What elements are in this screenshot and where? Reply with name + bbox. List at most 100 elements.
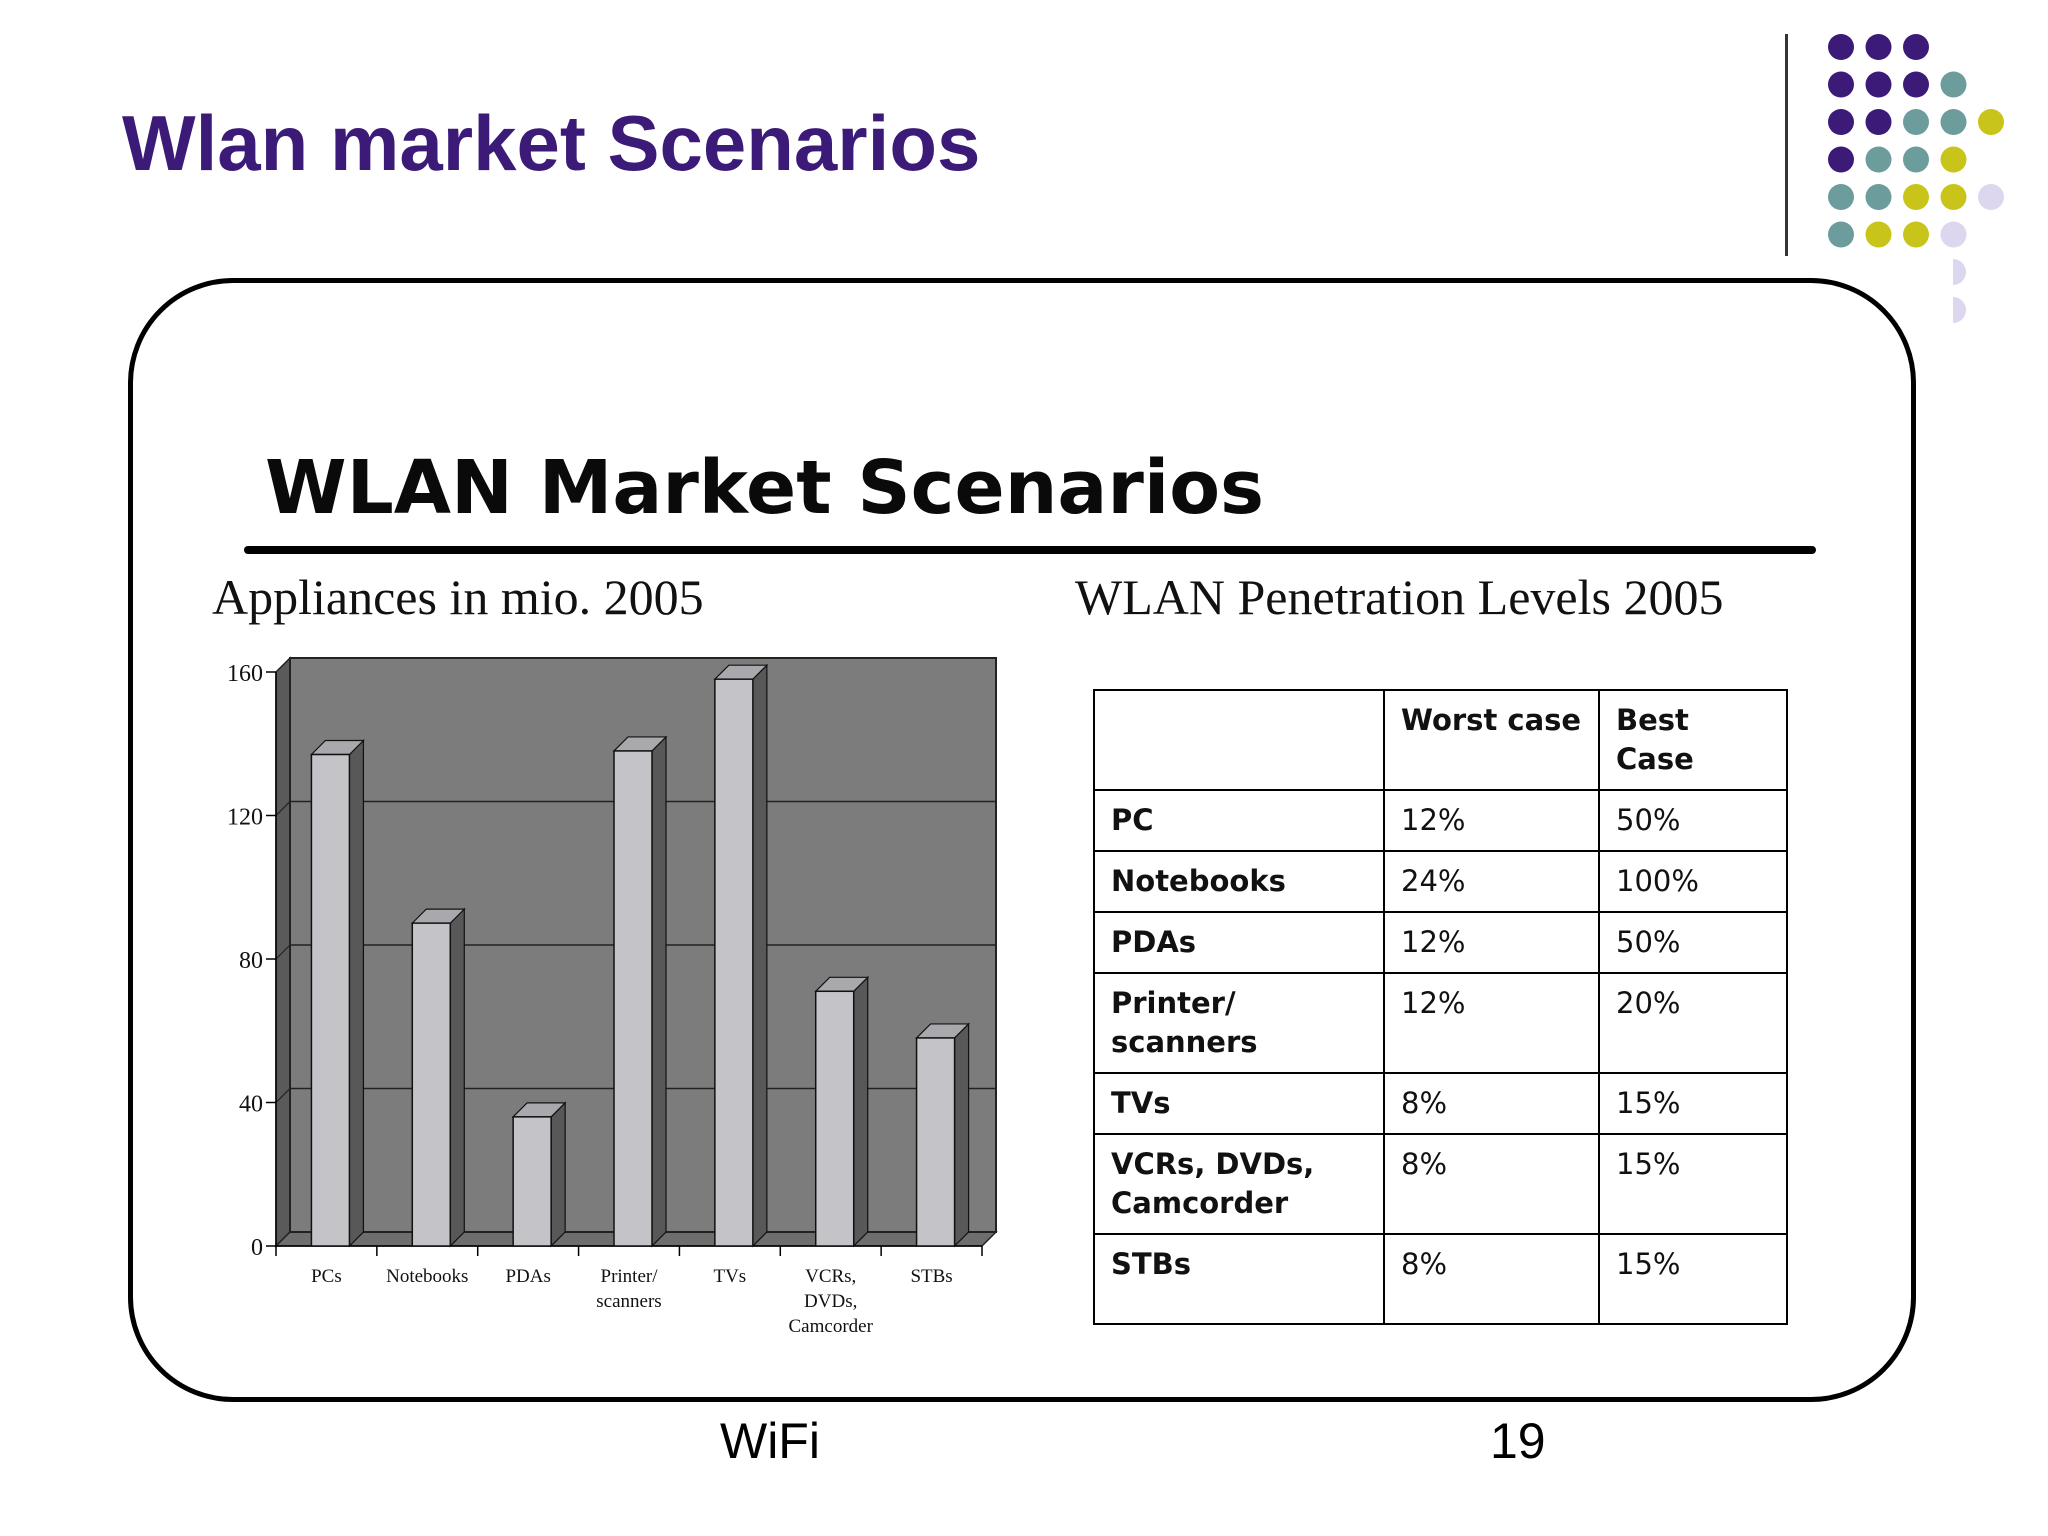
row-label: PDAs	[1093, 911, 1385, 974]
row-label: Notebooks	[1093, 850, 1385, 913]
decorative-dot	[1940, 221, 1967, 248]
decorative-dot	[1865, 109, 1892, 135]
table-cell: 20%	[1598, 972, 1788, 1074]
table-cell: 100%	[1598, 850, 1788, 913]
table-row: VCRs, DVDs, Camcorder 8% 15%	[1093, 1133, 1788, 1235]
decorative-dot	[1865, 34, 1892, 60]
bar	[310, 753, 351, 1247]
bar	[714, 678, 754, 1247]
table-cell: 15%	[1598, 1072, 1788, 1135]
figure-heading: WLAN Market Scenarios	[265, 445, 1265, 531]
bar-side	[953, 1022, 970, 1248]
y-tick-label: 160	[227, 661, 263, 687]
decorative-dot	[1828, 34, 1854, 60]
bar-side	[550, 1101, 566, 1248]
table-cell: 50%	[1598, 789, 1788, 852]
table-cell: 8%	[1383, 1133, 1600, 1235]
bar-side	[853, 975, 869, 1248]
table-row: Printer/scanners 12% 20%	[1093, 972, 1788, 1074]
decorative-dot	[1865, 71, 1892, 98]
x-tick-label: Printer/scanners	[596, 1266, 661, 1312]
row-label: STBs	[1093, 1233, 1385, 1325]
chart-subtitle: Appliances in mio. 2005	[212, 569, 704, 625]
table-header-row: Worst case Best Case	[1093, 689, 1788, 791]
row-label: Printer/scanners	[1093, 972, 1385, 1074]
decorative-half-dot	[1953, 259, 1966, 285]
x-tick-label: Notebooks	[386, 1266, 468, 1287]
table-row: Notebooks 24% 100%	[1093, 850, 1788, 913]
gridline-wall	[275, 801, 291, 816]
gridline-wall	[275, 1088, 291, 1103]
row-label: VCRs, DVDs, Camcorder	[1093, 1133, 1385, 1235]
table-cell: 12%	[1383, 911, 1600, 974]
table-cell: 8%	[1383, 1233, 1600, 1325]
decorative-dot	[1903, 71, 1929, 98]
bar	[613, 750, 653, 1247]
decorative-half-dot	[1953, 297, 1966, 323]
slide-title: Wlan market Scenarios	[122, 99, 981, 187]
decorative-dot	[1940, 184, 1967, 210]
y-tick-label: 120	[227, 805, 263, 831]
table-cell: 12%	[1383, 972, 1600, 1074]
y-tick-label: 40	[239, 1092, 263, 1118]
bar	[411, 922, 452, 1247]
x-tick-label: TVs	[713, 1266, 746, 1287]
row-label: TVs	[1093, 1072, 1385, 1135]
bar-side	[348, 739, 365, 1248]
x-tick-label: STBs	[910, 1266, 952, 1287]
bar	[915, 1037, 956, 1247]
title-divider-line	[1785, 34, 1788, 256]
decorative-dot	[1828, 184, 1854, 210]
decorative-dot	[1828, 221, 1854, 248]
table-cell: 15%	[1598, 1233, 1788, 1325]
decorative-dot	[1865, 146, 1892, 173]
decorative-dot-grid	[1828, 34, 2004, 323]
decorative-dot	[1903, 146, 1929, 173]
decorative-dot	[1903, 221, 1929, 248]
bar-side	[651, 735, 667, 1248]
table-subtitle: WLAN Penetration Levels 2005	[1075, 569, 1724, 625]
footer-label: WiFi	[720, 1413, 820, 1469]
bar	[512, 1116, 552, 1247]
row-label: PC	[1093, 789, 1385, 852]
decorative-dot	[1865, 184, 1892, 210]
bar-side	[449, 907, 465, 1248]
table-row: PC 12% 50%	[1093, 789, 1788, 852]
figure-frame	[128, 278, 1916, 1402]
table-cell: 24%	[1383, 850, 1600, 913]
table-corner-cell	[1093, 689, 1385, 791]
penetration-table: Worst case Best Case PC 12% 50% Notebooks 24% 10…	[1093, 689, 1788, 1325]
x-tick-label: PDAs	[505, 1266, 550, 1287]
y-tick-label: 0	[251, 1235, 263, 1261]
decorative-dot	[1828, 109, 1854, 135]
x-tick-label: VCRs, DVDs, Camcorder	[789, 1266, 874, 1337]
decorative-dot	[1903, 184, 1929, 210]
heading-rule	[244, 546, 1816, 554]
bar	[814, 990, 855, 1247]
decorative-dot	[1903, 109, 1929, 135]
decorative-dot	[1865, 221, 1892, 248]
column-header: Best Case	[1598, 689, 1788, 791]
table-cell: 12%	[1383, 789, 1600, 852]
table-cell: 15%	[1598, 1133, 1788, 1235]
decorative-dot	[1940, 109, 1967, 135]
page-number: 19	[1490, 1413, 1546, 1469]
column-header: Worst case	[1383, 689, 1600, 791]
table-cell: 8%	[1383, 1072, 1600, 1135]
decorative-dot	[1940, 71, 1967, 98]
appliances-bar-chart: 0 40 80 120 160 PCs Notebooks PDAs Printer/scann…	[227, 656, 998, 1337]
table-row: PDAs 12% 50%	[1093, 911, 1788, 974]
table-row: STBs 8% 15%	[1093, 1233, 1788, 1325]
decorative-dot	[1903, 34, 1929, 60]
gridline-wall	[275, 944, 291, 960]
y-tick-label: 80	[239, 948, 263, 974]
decorative-dot	[1978, 109, 2004, 135]
x-tick-label: PCs	[311, 1266, 342, 1287]
decorative-dot	[1828, 71, 1854, 98]
table-cell: 50%	[1598, 911, 1788, 974]
decorative-dot	[1978, 184, 2004, 210]
bar-side	[752, 663, 768, 1248]
decorative-dot	[1828, 146, 1854, 173]
table-row: TVs 8% 15%	[1093, 1072, 1788, 1135]
decorative-dot	[1940, 146, 1967, 173]
